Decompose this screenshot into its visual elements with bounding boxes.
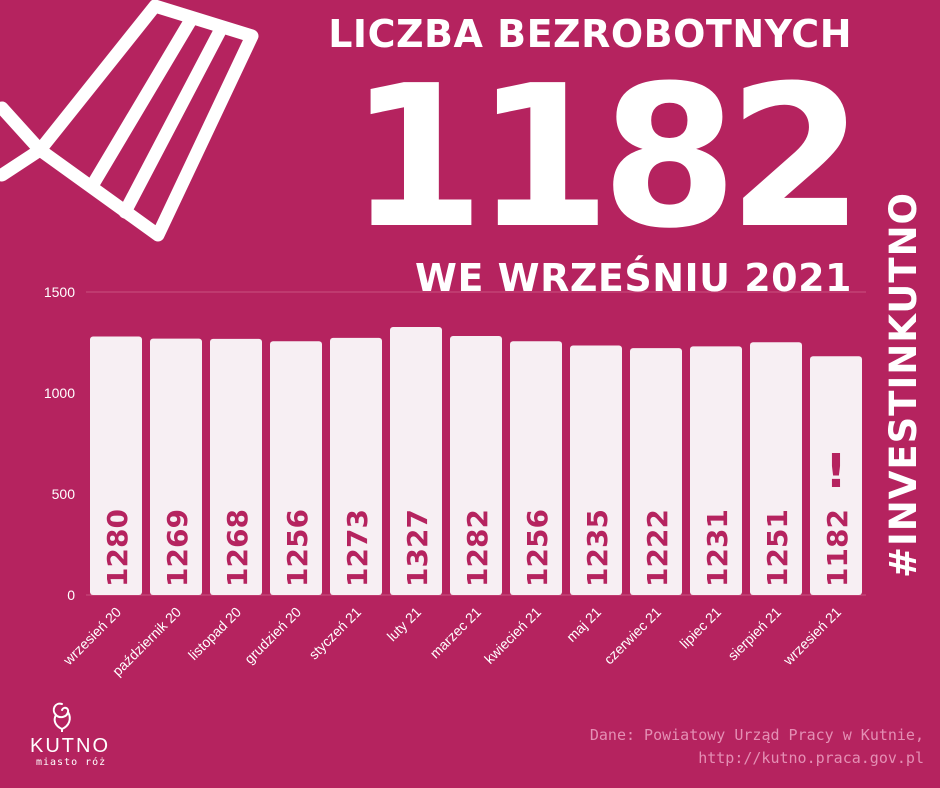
bar [750,342,802,595]
bar-value-label: 1280 [101,509,134,587]
bar-annotation: ! [826,444,847,498]
x-tick-label: marzec 21 [427,604,485,662]
bar [210,338,262,595]
rose-logo-icon [52,702,71,732]
x-tick-label: czerwiec 21 [601,604,665,668]
bar-value-label: 1235 [581,509,614,587]
logo-name: KUTNO [30,735,110,757]
bar-value-label: 1282 [461,509,494,587]
y-tick-label: 1000 [44,385,75,401]
y-tick-label: 1500 [44,284,75,300]
page-title: LICZBA BEZROBOTNYCH [328,12,852,56]
bar-value-label: 1256 [281,509,314,587]
bar-value-label: 1273 [341,509,374,587]
x-tick-label: kwiecień 21 [481,604,544,667]
x-tick-label: grudzień 20 [241,604,304,667]
headline-number: 1182 [348,44,864,272]
logo-tagline: miasto róż [36,757,107,768]
x-tick-label: sierpień 21 [724,604,784,664]
bar [810,356,862,595]
bar [570,345,622,595]
bar [450,336,502,595]
source-note: Dane: Powiatowy Urząd Pracy w Kutnie, ht… [590,724,924,770]
source-line-2: http://kutno.praca.gov.pl [698,749,924,767]
x-tick-label: lipiec 21 [676,604,724,652]
page-subtitle: WE WRZEŚNIU 2021 [415,256,852,300]
x-tick-label: wrzesień 21 [779,604,844,669]
bar-value-label: 1251 [761,509,794,587]
bar [690,346,742,595]
bar [630,348,682,595]
bar [90,336,142,595]
decorative-roller-shape [0,0,259,242]
x-tick-label: luty 21 [384,604,425,645]
y-tick-label: 500 [52,486,76,502]
bar [270,341,322,595]
bar-value-label: 1231 [701,509,734,587]
bar-value-label: 1268 [221,509,254,587]
hashtag: #INVESTINKUTNO [882,192,925,578]
bar [510,341,562,595]
bar-value-label: 1269 [161,509,194,587]
bar-value-label: 1327 [401,509,434,587]
bar-value-label: 1182 [821,509,854,587]
bar [150,338,202,595]
y-tick-label: 0 [67,587,75,603]
bar-value-label: 1222 [641,509,674,587]
x-tick-label: wrzesień 20 [59,604,124,669]
x-tick-label: listopad 20 [185,604,244,663]
x-tick-label: styczeń 21 [305,604,364,663]
bar [390,326,442,595]
x-tick-label: maj 21 [563,604,604,645]
source-line-1: Dane: Powiatowy Urząd Pracy w Kutnie, [589,726,924,744]
bar-value-label: 1256 [521,509,554,587]
bar [330,337,382,595]
